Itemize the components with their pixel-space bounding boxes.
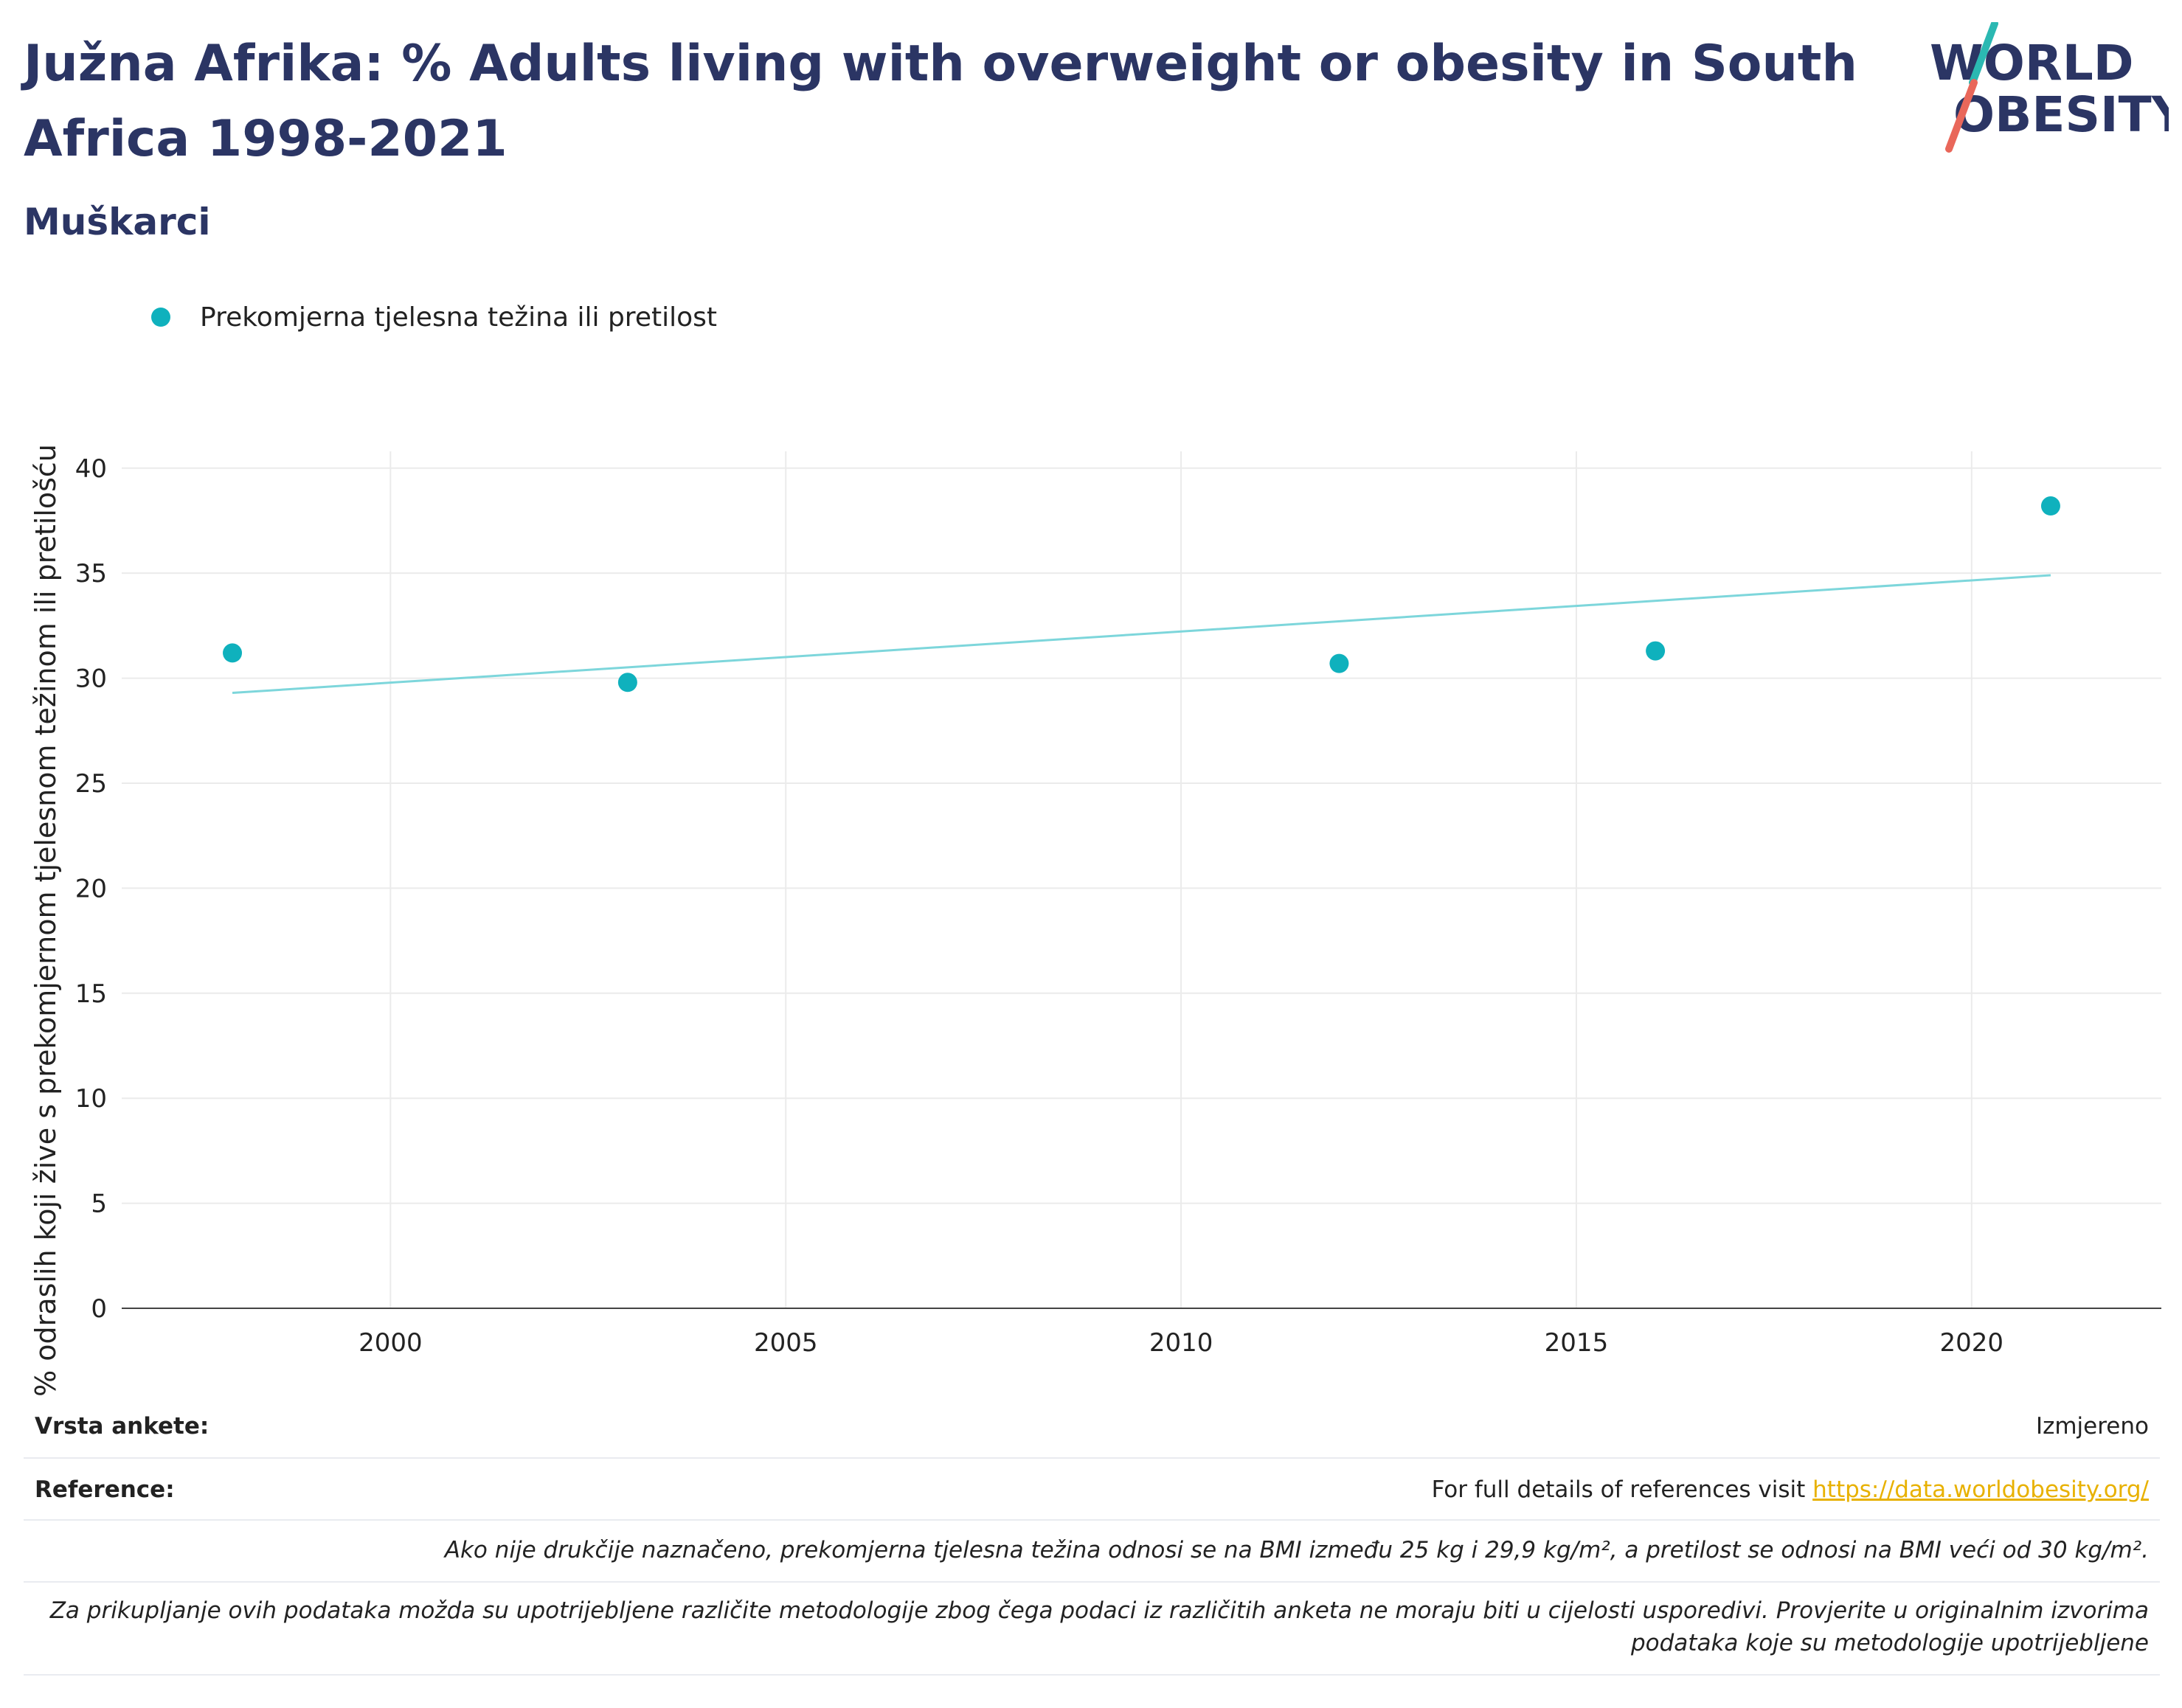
y-tick-label: 20 (75, 874, 107, 903)
logo-slash-teal (1969, 22, 1998, 86)
data-point (617, 673, 637, 692)
x-tick-label: 2000 (359, 1328, 423, 1358)
reference-label: Reference: (35, 1476, 175, 1503)
y-tick-label: 5 (91, 1190, 107, 1219)
y-tick-label: 35 (75, 559, 107, 589)
data-point (1646, 641, 1666, 661)
reference-text: For full details of references visit (1431, 1476, 1813, 1503)
info-row-survey: Vrsta ankete: Izmjereno (24, 1395, 2160, 1459)
x-tick-label: 2005 (754, 1328, 818, 1358)
legend: Prekomjerna tjelesna težina ili pretilos… (151, 295, 717, 339)
survey-label: Vrsta ankete: (35, 1413, 209, 1440)
info-row-note-definition: Ako nije drukčije naznačeno, prekomjerna… (24, 1521, 2160, 1583)
y-tick-label: 0 (91, 1294, 107, 1324)
methodology-note: Za prikupljanje ovih podataka možda su u… (50, 1594, 2149, 1659)
chart-subtitle: Muškarci (24, 201, 211, 243)
trend-layer (232, 574, 2051, 695)
x-tick-label: 2020 (1940, 1328, 2004, 1358)
info-row-reference: Reference: For full details of reference… (24, 1459, 2160, 1521)
data-point (223, 643, 243, 663)
logo-slash-red (1945, 79, 1978, 153)
data-point (1329, 653, 1349, 673)
y-tick-label: 15 (75, 979, 107, 1009)
y-tick-label: 40 (75, 454, 107, 484)
logo-text-world: WORLD (1930, 35, 2134, 91)
y-tick-label: 25 (75, 769, 107, 799)
reference-link[interactable]: https://data.worldobesity.org/ (1812, 1476, 2149, 1503)
info-row-note-methodology: Za prikupljanje ovih podataka možda su u… (24, 1583, 2160, 1676)
legend-label: Prekomjerna tjelesna težina ili pretilos… (200, 302, 717, 333)
survey-value: Izmjereno (2035, 1413, 2149, 1440)
logo-text-obesity: OBESITY (1953, 86, 2169, 143)
points-layer (223, 496, 2060, 692)
y-tick-label: 10 (75, 1084, 107, 1114)
trend-line (232, 574, 2051, 695)
y-tick-label: 30 (75, 664, 107, 694)
data-point (2040, 496, 2060, 516)
x-tick-label: 2015 (1545, 1328, 1609, 1358)
x-axis-ticks: 2000 2005 2010 2015 2020 (359, 1328, 2003, 1358)
bmi-definition-note: Ako nije drukčije naznačeno, prekomjerna… (444, 1537, 2149, 1563)
x-tick-label: 2010 (1149, 1328, 1213, 1358)
methodology-note-line1: Za prikupljanje ovih podataka možda su u… (49, 1597, 2149, 1624)
world-obesity-logo: WORLD OBESITY (1930, 22, 2169, 153)
y-axis-ticks: 0 5 10 15 20 25 30 35 40 (75, 454, 107, 1324)
legend-marker (151, 308, 170, 327)
grid (122, 451, 2161, 1308)
scatter-chart: 2000 2005 2010 2015 2020 0 5 10 15 20 25 30 35 40 (75, 451, 2161, 1358)
methodology-note-line2: podataka koje su metodologije upotrijebl… (1630, 1630, 2149, 1656)
chart-title: Južna Afrika: % Adults living with overw… (24, 35, 1857, 168)
reference-value: For full details of references visit htt… (1432, 1476, 2149, 1503)
